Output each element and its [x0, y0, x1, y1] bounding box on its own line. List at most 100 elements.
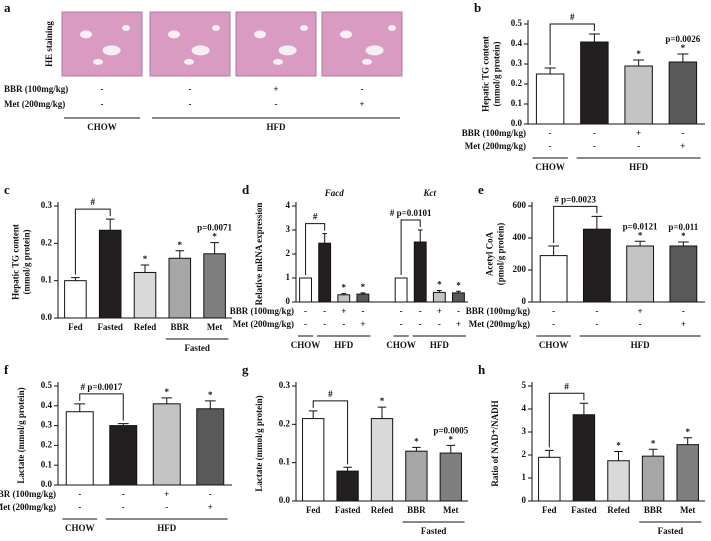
treatment-mark: - [552, 306, 555, 316]
panel-label: b [474, 0, 481, 15]
bar [203, 253, 226, 319]
error-bar [588, 33, 600, 42]
tissue-space [362, 58, 372, 65]
bar [98, 229, 122, 319]
x-tick-label: BBR [407, 505, 426, 515]
error-bar [74, 403, 86, 412]
treatment-mark: - [78, 502, 81, 512]
bar [432, 291, 446, 303]
comparison-label: # [91, 197, 96, 207]
x-tick-label: Refed [607, 505, 630, 515]
y-axis-label: Hepatic TG content [481, 36, 491, 112]
treatment-label: BBR (100mg/kg) [462, 128, 526, 138]
y-tick-label: 4 [286, 200, 291, 210]
significance-label: p=0.0005 [433, 425, 468, 435]
y-axis-label: Acetyl CoA [485, 231, 495, 276]
y-axis-label: (mmol/g protein) [492, 41, 502, 106]
bar [302, 418, 325, 502]
group-label: CHOW [539, 340, 569, 350]
panel-label: e [478, 182, 484, 197]
group-label: HFD [430, 340, 449, 350]
error-bar [436, 289, 442, 293]
x-tick-label: Met [680, 505, 696, 515]
treatment-mark: + [456, 319, 461, 329]
error-bar [634, 240, 646, 246]
y-tick-label: 3 [522, 426, 527, 436]
y-tick-label: 0.0 [511, 118, 523, 128]
bar [370, 418, 394, 502]
bar [133, 271, 157, 319]
error-bar [545, 449, 554, 458]
bar [676, 444, 699, 502]
y-tick-label: 0.0 [279, 495, 291, 505]
error-bar [175, 250, 185, 259]
treatment-mark: - [438, 319, 441, 329]
histology-image [321, 11, 403, 77]
significance-label: * [437, 280, 442, 290]
treatment-mark: - [122, 502, 125, 512]
bar [318, 242, 332, 303]
tissue-space [122, 25, 130, 31]
x-tick-label: Fasted [335, 505, 361, 515]
y-tick-label: 0.2 [41, 439, 53, 449]
bar [452, 292, 465, 303]
significance-label: * [456, 280, 461, 290]
group-label: Fasted [184, 343, 210, 353]
tissue-space [102, 45, 121, 56]
treatment-label: BBR (100mg/kg) [466, 306, 530, 316]
treatment-mark: - [189, 99, 192, 109]
tissue-space [93, 58, 103, 65]
bar [405, 450, 428, 502]
treatment-mark: - [78, 489, 81, 499]
comparison-label: # p=0.0017 [81, 382, 123, 392]
image-label: HE staining [44, 21, 54, 67]
bar [439, 452, 462, 502]
treatment-mark: - [637, 141, 640, 151]
y-tick-label: 0 [522, 296, 527, 306]
panel-label: f [4, 362, 9, 377]
comparison-bracket [548, 392, 585, 448]
tissue-space [254, 30, 266, 39]
treatment-mark: - [400, 319, 403, 329]
significance-label: * [143, 254, 148, 264]
x-tick-label: BBR [644, 505, 663, 515]
treatment-mark: - [323, 306, 326, 316]
tissue-space [300, 25, 308, 31]
treatment-mark: + [359, 99, 364, 109]
y-tick-label: 0.1 [511, 98, 523, 108]
comparison-label: # [570, 12, 575, 22]
treatment-mark: - [549, 128, 552, 138]
y-tick-label: 0.3 [511, 58, 523, 68]
treatment-mark: - [342, 319, 345, 329]
y-tick-label: 0.2 [279, 418, 291, 428]
error-bar [308, 410, 318, 419]
treatment-mark: - [361, 306, 364, 316]
tissue-space [168, 30, 180, 39]
bar [413, 241, 427, 303]
error-bar [360, 292, 366, 295]
y-tick-label: 1 [522, 472, 527, 482]
tissue-space [278, 45, 297, 56]
significance-label: * [681, 231, 686, 241]
treatment-mark: - [304, 319, 307, 329]
panel-label: g [242, 362, 249, 377]
bar [64, 280, 87, 319]
error-bar [683, 437, 692, 445]
tissue-space [365, 45, 384, 56]
y-axis-label: (mmol/g protein) [22, 229, 32, 294]
error-bar [210, 242, 219, 254]
error-bar [456, 290, 461, 293]
comparison-bracket [553, 205, 598, 243]
error-bar [341, 293, 347, 295]
y-tick-label: 200 [513, 264, 527, 274]
tissue-space [340, 30, 352, 39]
tissue-space [80, 30, 92, 39]
y-axis-label: Ratio of NAD⁺/NADH [490, 400, 500, 486]
y-tick-label: 0.5 [511, 18, 523, 28]
y-tick-label: 0.5 [41, 380, 53, 390]
y-tick-label: 0.1 [41, 459, 53, 469]
error-bar [544, 67, 556, 74]
significance-label: * [361, 282, 366, 292]
treatment-mark: - [593, 141, 596, 151]
